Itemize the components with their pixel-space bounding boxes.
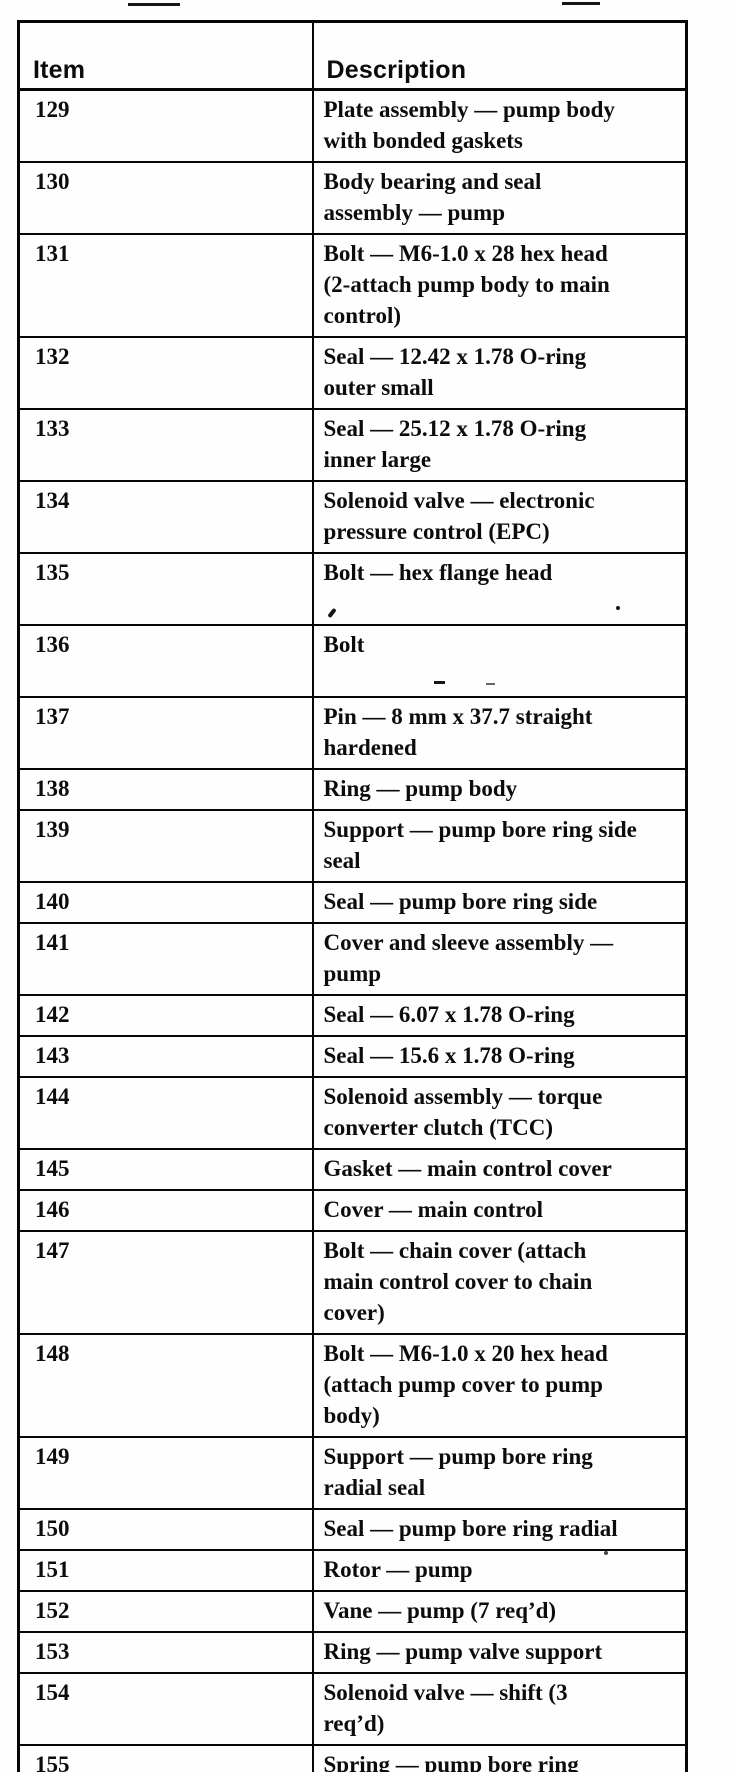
description-cell: Solenoid assembly — torque converter clu… bbox=[311, 1076, 688, 1150]
table-row: 145 Gasket — main control cover bbox=[17, 1148, 688, 1191]
item-cell: 143 bbox=[17, 1035, 314, 1078]
item-cell: 146 bbox=[17, 1189, 314, 1232]
item-cell: 131 bbox=[17, 233, 314, 338]
table-row: 142 Seal — 6.07 x 1.78 O-ring bbox=[17, 994, 688, 1037]
table-row: 149 Support — pump bore ring radial seal bbox=[17, 1436, 688, 1510]
description-cell: Ring — pump body bbox=[311, 768, 688, 811]
item-cell: 138 bbox=[17, 768, 314, 811]
table-row: 138 Ring — pump body bbox=[17, 768, 688, 811]
description-cell: Solenoid valve — shift (3 req’d) bbox=[311, 1672, 688, 1746]
item-cell: 149 bbox=[17, 1436, 314, 1510]
table-row: 150 Seal — pump bore ring radial bbox=[17, 1508, 688, 1551]
item-cell: 141 bbox=[17, 922, 314, 996]
table-row: 129 Plate assembly — pump body with bonde… bbox=[17, 88, 688, 163]
item-cell: 140 bbox=[17, 881, 314, 924]
item-cell: 139 bbox=[17, 809, 314, 883]
item-cell: 134 bbox=[17, 480, 314, 554]
item-cell: 144 bbox=[17, 1076, 314, 1150]
table-row: 140 Seal — pump bore ring side bbox=[17, 881, 688, 924]
description-cell: Plate assembly — pump body with bonded g… bbox=[311, 88, 688, 163]
table-row: 136 Bolt bbox=[17, 624, 688, 698]
table-row: 143 Seal — 15.6 x 1.78 O-ring bbox=[17, 1035, 688, 1078]
description-cell: Seal — pump bore ring radial bbox=[311, 1508, 688, 1551]
table-row: 132 Seal — 12.42 x 1.78 O-ring outer smal… bbox=[17, 336, 688, 410]
description-column-header: Description bbox=[311, 20, 688, 91]
description-cell: Seal — 15.6 x 1.78 O-ring bbox=[311, 1035, 688, 1078]
item-cell: 136 bbox=[17, 624, 314, 698]
table-row: 141 Cover and sleeve assembly — pump bbox=[17, 922, 688, 996]
description-cell: Cover and sleeve assembly — pump bbox=[311, 922, 688, 996]
item-cell: 137 bbox=[17, 696, 314, 770]
table-row: 144 Solenoid assembly — torque converter … bbox=[17, 1076, 688, 1150]
description-cell: Gasket — main control cover bbox=[311, 1148, 688, 1191]
table-row: 152 Vane — pump (7 req’d) bbox=[17, 1590, 688, 1633]
description-cell: Ring — pump valve support bbox=[311, 1631, 688, 1674]
description-cell: Support — pump bore ring side seal bbox=[311, 809, 688, 883]
table-row: 131 Bolt — M6-1.0 x 28 hex head (2-attach… bbox=[17, 233, 688, 338]
table-row: 139 Support — pump bore ring side seal bbox=[17, 809, 688, 883]
description-cell: Bolt — M6-1.0 x 28 hex head (2-attach pu… bbox=[311, 233, 688, 338]
item-cell: 142 bbox=[17, 994, 314, 1037]
table-row: 133 Seal — 25.12 x 1.78 O-ring inner larg… bbox=[17, 408, 688, 482]
description-cell: Cover — main control bbox=[311, 1189, 688, 1232]
description-cell: Pin — 8 mm x 37.7 straight hardened bbox=[311, 696, 688, 770]
scan-artifact bbox=[562, 2, 600, 5]
description-cell: Seal — 25.12 x 1.78 O-ring inner large bbox=[311, 408, 688, 482]
table-row: 135 Bolt — hex flange head bbox=[17, 552, 688, 626]
table-row: 153 Ring — pump valve support bbox=[17, 1631, 688, 1674]
description-cell: Bolt — M6-1.0 x 20 hex head (attach pump… bbox=[311, 1333, 688, 1438]
scan-artifact bbox=[128, 3, 180, 6]
table-row: 137 Pin — 8 mm x 37.7 straight hardened bbox=[17, 696, 688, 770]
table-row: 130 Body bearing and seal assembly — pump bbox=[17, 161, 688, 235]
description-cell: Seal — 6.07 x 1.78 O-ring bbox=[311, 994, 688, 1037]
parts-table-body: 129 Plate assembly — pump body with bonde… bbox=[17, 88, 688, 1772]
table-row: 148 Bolt — M6-1.0 x 20 hex head (attach p… bbox=[17, 1333, 688, 1438]
description-cell: Seal — 12.42 x 1.78 O-ring outer small bbox=[311, 336, 688, 410]
table-row: 154 Solenoid valve — shift (3 req’d) bbox=[17, 1672, 688, 1746]
item-cell: 147 bbox=[17, 1230, 314, 1335]
description-cell: Bolt — hex flange head bbox=[311, 552, 688, 626]
table-row: 151 Rotor — pump bbox=[17, 1549, 688, 1592]
item-cell: 152 bbox=[17, 1590, 314, 1633]
description-cell: Seal — pump bore ring side bbox=[311, 881, 688, 924]
item-cell: 148 bbox=[17, 1333, 314, 1438]
item-cell: 145 bbox=[17, 1148, 314, 1191]
table-row: 147 Bolt — chain cover (attach main contr… bbox=[17, 1230, 688, 1335]
description-cell: Support — pump bore ring radial seal bbox=[311, 1436, 688, 1510]
description-cell: Bolt — chain cover (attach main control … bbox=[311, 1230, 688, 1335]
item-cell: 133 bbox=[17, 408, 314, 482]
table-row: 155 Spring — pump bore ring bbox=[17, 1744, 688, 1772]
item-cell: 130 bbox=[17, 161, 314, 235]
description-cell: Bolt bbox=[311, 624, 688, 698]
item-cell: 153 bbox=[17, 1631, 314, 1674]
item-cell: 129 bbox=[17, 88, 314, 163]
header-row: Item Description bbox=[17, 20, 688, 91]
item-cell: 151 bbox=[17, 1549, 314, 1592]
parts-table-header: Item Description bbox=[17, 20, 688, 91]
description-cell: Spring — pump bore ring bbox=[311, 1744, 688, 1772]
parts-table: Item Description 129 Plate assembly — pum… bbox=[17, 20, 688, 1772]
item-column-header: Item bbox=[17, 20, 314, 91]
description-cell: Solenoid valve — electronic pressure con… bbox=[311, 480, 688, 554]
description-cell: Vane — pump (7 req’d) bbox=[311, 1590, 688, 1633]
table-row: 146 Cover — main control bbox=[17, 1189, 688, 1232]
item-cell: 154 bbox=[17, 1672, 314, 1746]
table-row: 134 Solenoid valve — electronic pressure … bbox=[17, 480, 688, 554]
item-cell: 150 bbox=[17, 1508, 314, 1551]
item-cell: 135 bbox=[17, 552, 314, 626]
item-cell: 132 bbox=[17, 336, 314, 410]
item-cell: 155 bbox=[17, 1744, 314, 1772]
description-cell: Body bearing and seal assembly — pump bbox=[311, 161, 688, 235]
description-cell: Rotor — pump bbox=[311, 1549, 688, 1592]
